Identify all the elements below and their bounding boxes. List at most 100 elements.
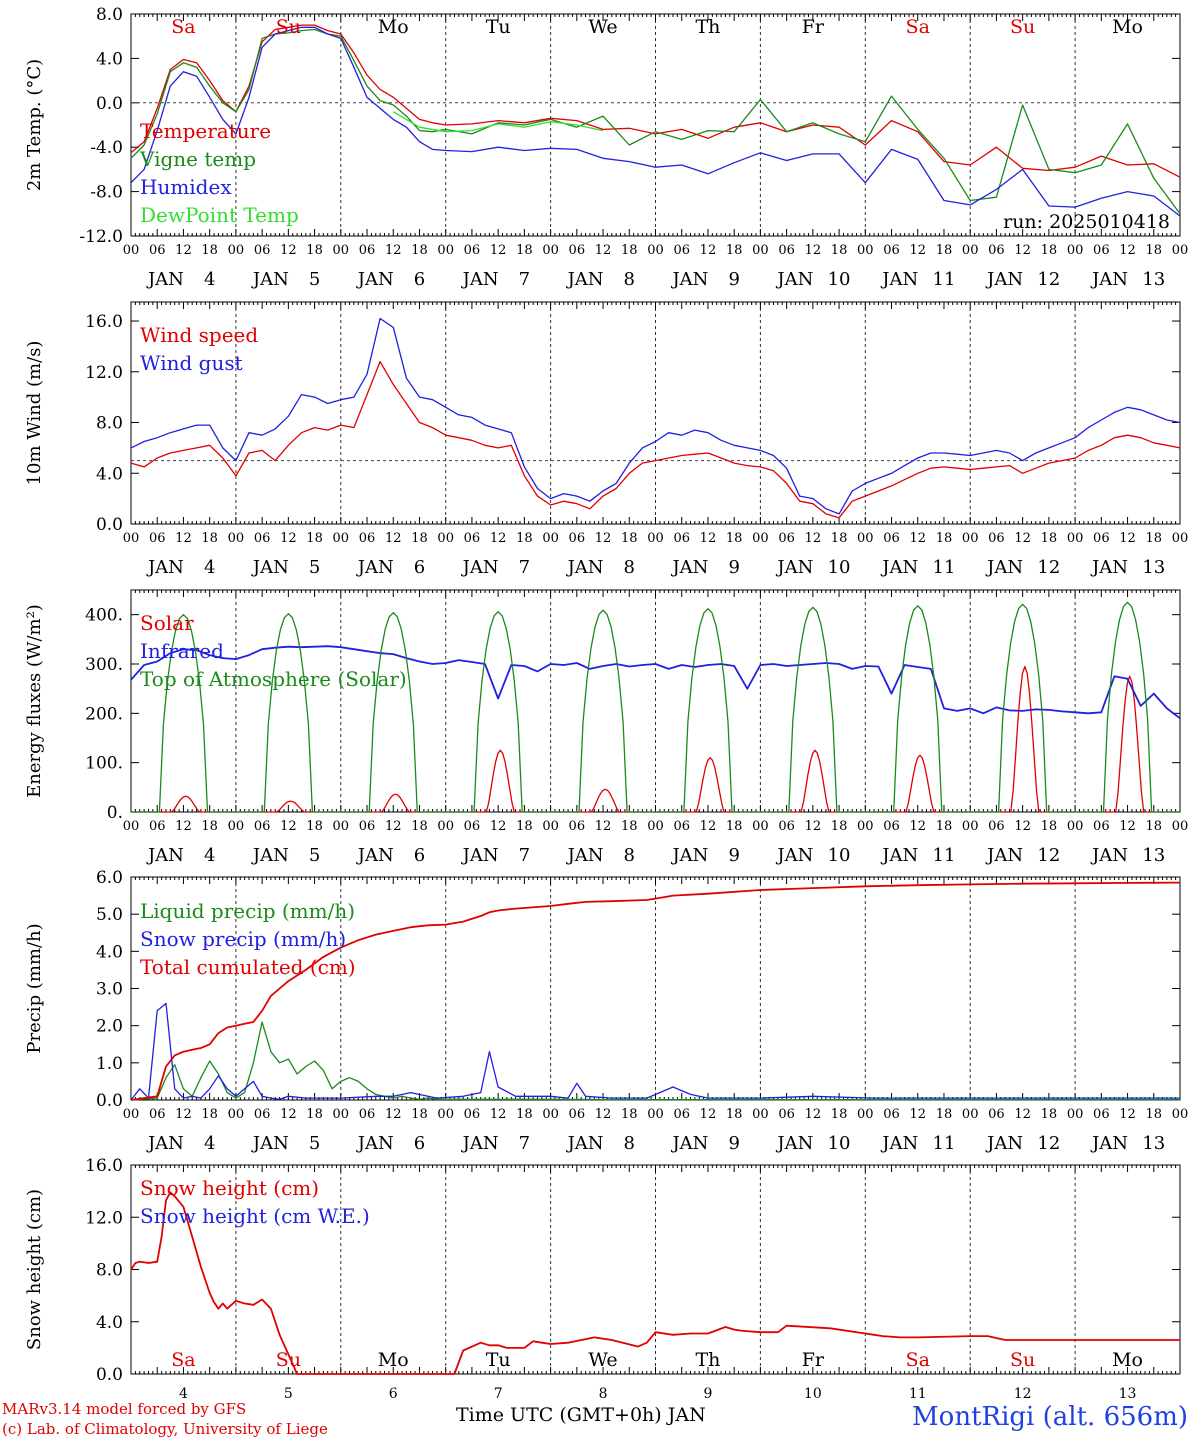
month-tick-label: JAN xyxy=(985,1133,1023,1154)
hour-tick-label: 00 xyxy=(437,819,454,834)
hour-tick-label: 12 xyxy=(595,243,612,258)
y-tick-label: 4.0 xyxy=(96,1313,123,1333)
hour-tick-label: 06 xyxy=(1093,1107,1110,1122)
panel-4: 00 06 12 18 00 06 12 18 00 06 12 18 00 06 12 18 00 06 12 18… xyxy=(24,868,1188,1154)
y-tick-label: 8.0 xyxy=(96,1261,123,1281)
day-of-week-label: We xyxy=(588,16,617,38)
series-line-top-of-atmosphere-solar xyxy=(131,601,1180,813)
day-of-week-label: Sa xyxy=(171,16,195,38)
hour-tick-label: 12 xyxy=(595,1107,612,1122)
hour-tick-label: 06 xyxy=(359,243,376,258)
month-tick-label: JAN xyxy=(985,557,1023,578)
month-tick-label: JAN xyxy=(146,1133,184,1154)
hour-tick-label: 06 xyxy=(883,1107,900,1122)
date-tick-label: 8 xyxy=(599,1386,608,1402)
y-tick-label: 0.0 xyxy=(96,94,123,114)
hour-tick-label: 12 xyxy=(805,819,822,834)
hour-tick-label: 06 xyxy=(778,243,795,258)
y-axis-label: Snow height (cm) xyxy=(24,1189,45,1350)
month-tick-label: JAN xyxy=(670,557,708,578)
date-tick-label: 8 xyxy=(624,557,635,578)
hour-tick-label: 18 xyxy=(831,1107,848,1122)
legend-entry: Wind gust xyxy=(140,351,243,375)
series-line-total-cumulated-cm xyxy=(130,881,1181,1101)
month-tick-label: JAN xyxy=(356,1133,394,1154)
hour-tick-label: 12 xyxy=(175,243,192,258)
date-tick-label: 11 xyxy=(933,1133,956,1154)
y-tick-label: 4.0 xyxy=(96,464,123,484)
hour-tick-label: 18 xyxy=(1041,243,1058,258)
hour-tick-label: 00 xyxy=(123,531,140,546)
y-tick-label: 0. xyxy=(107,803,123,823)
hour-tick-label: 00 xyxy=(1172,243,1189,258)
month-tick-label: JAN xyxy=(880,845,918,866)
hour-tick-label: 06 xyxy=(569,819,586,834)
date-tick-label: 4 xyxy=(204,845,215,866)
date-tick-label: 7 xyxy=(519,845,530,866)
month-tick-label: JAN xyxy=(1090,1133,1128,1154)
hour-tick-label: 12 xyxy=(280,243,297,258)
hour-tick-label: 00 xyxy=(647,243,664,258)
hour-tick-label: 06 xyxy=(883,243,900,258)
hour-tick-label: 12 xyxy=(1119,531,1136,546)
hour-tick-label: 00 xyxy=(333,1107,350,1122)
hour-tick-label: 06 xyxy=(778,531,795,546)
day-of-week-label: We xyxy=(588,1349,617,1371)
hour-tick-label: 00 xyxy=(752,243,769,258)
hour-tick-label: 18 xyxy=(201,531,218,546)
hour-tick-label: 12 xyxy=(1119,819,1136,834)
hour-tick-label: 06 xyxy=(569,1107,586,1122)
hour-tick-label: 18 xyxy=(201,1107,218,1122)
y-axis-label: Energy fluxes (W/m²) xyxy=(24,604,45,798)
date-tick-label: 6 xyxy=(414,845,425,866)
hour-tick-label: 00 xyxy=(857,1107,874,1122)
y-tick-label: 4.0 xyxy=(96,942,123,962)
hour-tick-label: 12 xyxy=(490,819,507,834)
hour-tick-label: 06 xyxy=(149,531,166,546)
date-tick-label: 4 xyxy=(179,1386,188,1402)
month-tick-label: JAN xyxy=(880,269,918,290)
run-label: run: 2025010418 xyxy=(1003,211,1170,233)
legend-entry: Wind speed xyxy=(140,323,258,347)
hour-tick-label: 18 xyxy=(1041,531,1058,546)
series-line-wind-speed xyxy=(130,360,1181,519)
month-tick-label: JAN xyxy=(775,845,813,866)
date-tick-label: 13 xyxy=(1119,1386,1137,1402)
day-of-week-label: Tu xyxy=(486,16,511,38)
date-tick-label: 7 xyxy=(519,557,530,578)
month-tick-label: JAN xyxy=(775,557,813,578)
day-of-week-label: Th xyxy=(695,16,720,38)
date-tick-label: 12 xyxy=(1037,845,1060,866)
hour-tick-label: 00 xyxy=(228,1107,245,1122)
hour-tick-label: 18 xyxy=(1146,1107,1163,1122)
month-tick-label: JAN xyxy=(1090,845,1128,866)
hour-tick-label: 18 xyxy=(726,531,743,546)
hour-tick-label: 06 xyxy=(673,531,690,546)
hour-tick-label: 06 xyxy=(464,819,481,834)
date-tick-label: 13 xyxy=(1142,1133,1165,1154)
day-of-week-label: Su xyxy=(276,16,301,38)
hour-tick-label: 12 xyxy=(385,531,402,546)
hour-tick-label: 00 xyxy=(752,531,769,546)
day-of-week-label: Th xyxy=(695,1349,720,1371)
date-tick-label: 6 xyxy=(389,1386,398,1402)
hour-tick-label: 12 xyxy=(1014,243,1031,258)
date-tick-label: 8 xyxy=(624,1133,635,1154)
hour-tick-label: 06 xyxy=(149,1107,166,1122)
hour-tick-label: 12 xyxy=(385,1107,402,1122)
hour-tick-label: 06 xyxy=(359,1107,376,1122)
date-tick-label: 9 xyxy=(728,1133,739,1154)
hour-tick-label: 06 xyxy=(254,531,271,546)
day-of-week-label: Mo xyxy=(378,16,409,38)
hour-tick-label: 18 xyxy=(411,1107,428,1122)
y-tick-label: 2.0 xyxy=(96,1017,123,1037)
hour-tick-label: 18 xyxy=(936,1107,953,1122)
series-line-humidex xyxy=(130,26,1181,217)
hour-tick-label: 18 xyxy=(831,243,848,258)
date-tick-label: 11 xyxy=(909,1386,927,1402)
hour-tick-label: 00 xyxy=(1172,1107,1189,1122)
hour-tick-label: 00 xyxy=(228,819,245,834)
hour-tick-label: 18 xyxy=(411,819,428,834)
y-tick-label: 16.0 xyxy=(85,1156,123,1176)
month-tick-label: JAN xyxy=(566,269,604,290)
